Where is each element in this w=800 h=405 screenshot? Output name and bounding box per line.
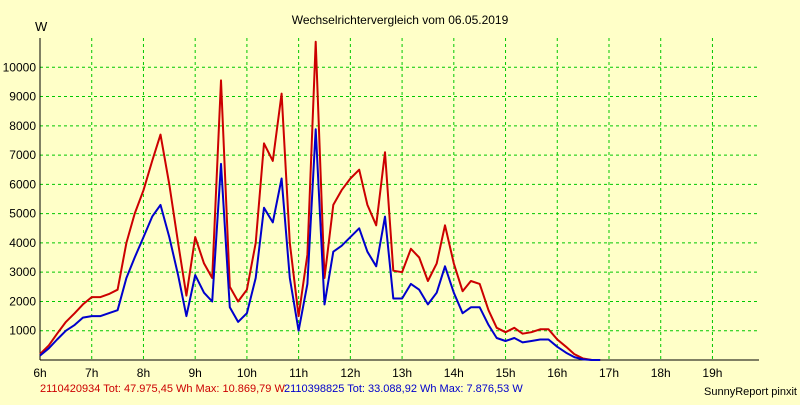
credit-text: SunnyReport pinxit [704, 386, 797, 398]
x-tick-label: 8h [137, 366, 150, 380]
y-tick-label: 4000 [9, 236, 36, 250]
x-tick-label: 9h [189, 366, 202, 380]
y-tick-label: 10000 [3, 60, 37, 74]
chart-title: Wechselrichtervergleich vom 06.05.2019 [292, 13, 509, 27]
x-tick-label: 10h [237, 366, 257, 380]
series-line-2 [39, 128, 601, 361]
x-tick-label: 19h [702, 366, 722, 380]
series-layer [39, 40, 601, 361]
y-tick-label: 7000 [9, 148, 36, 162]
footer-series-2: 2110398825 Tot: 33.088,92 Wh Max: 7.876,… [284, 383, 523, 395]
x-tick-label: 16h [547, 366, 567, 380]
y-tick-label: 6000 [9, 177, 36, 191]
grid-layer [39, 38, 759, 360]
y-tick-label: 3000 [9, 265, 36, 279]
x-tick-label: 6h [33, 366, 46, 380]
y-tick-label: 2000 [9, 294, 36, 308]
footer-series-1: 2110420934 Tot: 47.975,45 Wh Max: 10.869… [40, 383, 285, 395]
labels-layer: 1000 2000 3000 4000 5000 6000 7000 8000 9000 1000… [3, 60, 723, 380]
x-tick-label: 13h [392, 366, 412, 380]
series-line-1 [39, 40, 601, 361]
y-tick-label: 8000 [9, 119, 36, 133]
x-tick-label: 18h [651, 366, 671, 380]
y-tick-label: 5000 [9, 207, 36, 221]
x-tick-label: 17h [599, 366, 619, 380]
y-tick-label: 1000 [9, 324, 36, 338]
y-axis-unit: W [35, 19, 48, 34]
y-tick-label: 9000 [9, 90, 36, 104]
x-tick-label: 14h [444, 366, 464, 380]
x-tick-label: 12h [340, 366, 360, 380]
x-tick-label: 11h [289, 366, 308, 380]
x-tick-label: 15h [496, 366, 516, 380]
axes-layer [39, 38, 759, 361]
x-tick-label: 7h [85, 366, 98, 380]
